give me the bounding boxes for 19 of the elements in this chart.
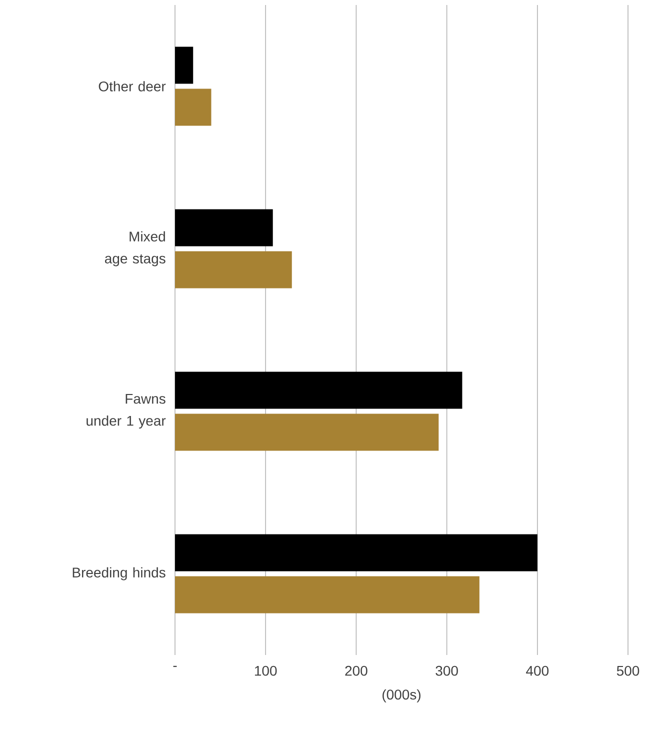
bar <box>175 414 439 451</box>
x-tick-label: 200 <box>345 666 368 676</box>
y-tick-label: Fawns under 1 year <box>86 394 166 429</box>
y-tick-label: Other deer <box>98 81 166 92</box>
bar <box>175 46 194 84</box>
x-tick-label: 400 <box>526 666 549 676</box>
y-tick-label: Breeding hinds <box>72 567 166 580</box>
bar <box>175 372 462 409</box>
x-tick-label: - <box>173 666 177 667</box>
y-tick-label: Mixed age stags <box>104 231 166 266</box>
bar <box>175 576 480 614</box>
x-tick-label: 300 <box>436 666 458 676</box>
bar <box>175 209 273 246</box>
x-axis-title: (000s) <box>382 689 420 702</box>
x-tick-label: 500 <box>616 666 640 676</box>
bar <box>175 88 212 126</box>
x-tick-label: 100 <box>254 666 277 676</box>
bar <box>175 534 538 572</box>
bar <box>175 251 292 288</box>
